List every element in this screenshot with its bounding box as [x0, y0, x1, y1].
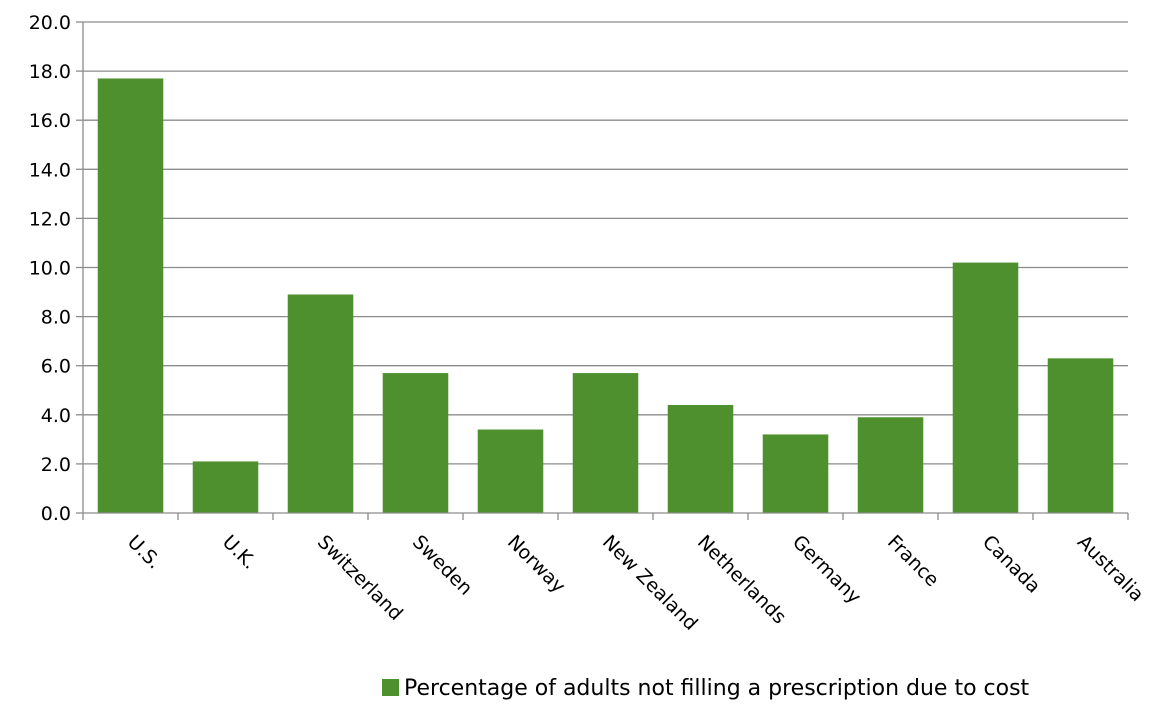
- legend-label: Percentage of adults not filling a presc…: [404, 676, 1030, 701]
- bar: [477, 429, 544, 513]
- x-tick-label: Sweden: [408, 531, 477, 600]
- x-tick-label: Netherlands: [693, 531, 790, 628]
- x-tick-label: U.K.: [218, 531, 261, 574]
- y-tick-label: 16.0: [29, 110, 71, 132]
- bar: [287, 294, 354, 513]
- bar: [97, 78, 164, 513]
- bar: [762, 434, 829, 513]
- bar: [572, 373, 639, 513]
- x-tick-label: Australia: [1073, 531, 1148, 606]
- x-tick-label: Germany: [788, 531, 865, 608]
- x-tick-label: U.S.: [123, 531, 165, 573]
- x-tick-labels: U.S. U.K. Switzerland Sweden Norway New Zeala…: [123, 531, 1148, 635]
- legend: Percentage of adults not filling a presc…: [382, 676, 1030, 701]
- y-tick-labels: 0.0 2.0 4.0 6.0 8.0 10.0 12.0 14.0 16.0 18.0 20.0: [29, 12, 71, 525]
- x-tick-label: New Zealand: [598, 531, 702, 635]
- bar: [1047, 358, 1114, 513]
- y-tick-label: 8.0: [41, 307, 71, 329]
- y-tick-label: 12.0: [29, 208, 71, 230]
- x-tick-label: Switzerland: [313, 531, 407, 625]
- y-tick-label: 2.0: [41, 454, 71, 476]
- bar: [667, 404, 734, 513]
- axes: [82, 22, 1129, 520]
- y-tick-label: 0.0: [41, 503, 71, 525]
- y-tick-label: 14.0: [29, 159, 71, 181]
- x-tick-label: Canada: [978, 531, 1045, 598]
- bar: [952, 262, 1019, 513]
- y-tick-label: 4.0: [41, 405, 71, 427]
- x-tick-label: France: [883, 531, 943, 591]
- y-tick-label: 10.0: [29, 258, 71, 280]
- y-tick-label: 18.0: [29, 61, 71, 83]
- y-tick-label: 6.0: [41, 356, 71, 378]
- x-tick-label: Norway: [503, 531, 570, 598]
- y-tick-label: 20.0: [29, 12, 71, 34]
- bar: [382, 373, 449, 513]
- bar: [857, 417, 924, 513]
- bar: [192, 461, 259, 513]
- bars: [97, 78, 1114, 513]
- legend-swatch: [382, 679, 399, 696]
